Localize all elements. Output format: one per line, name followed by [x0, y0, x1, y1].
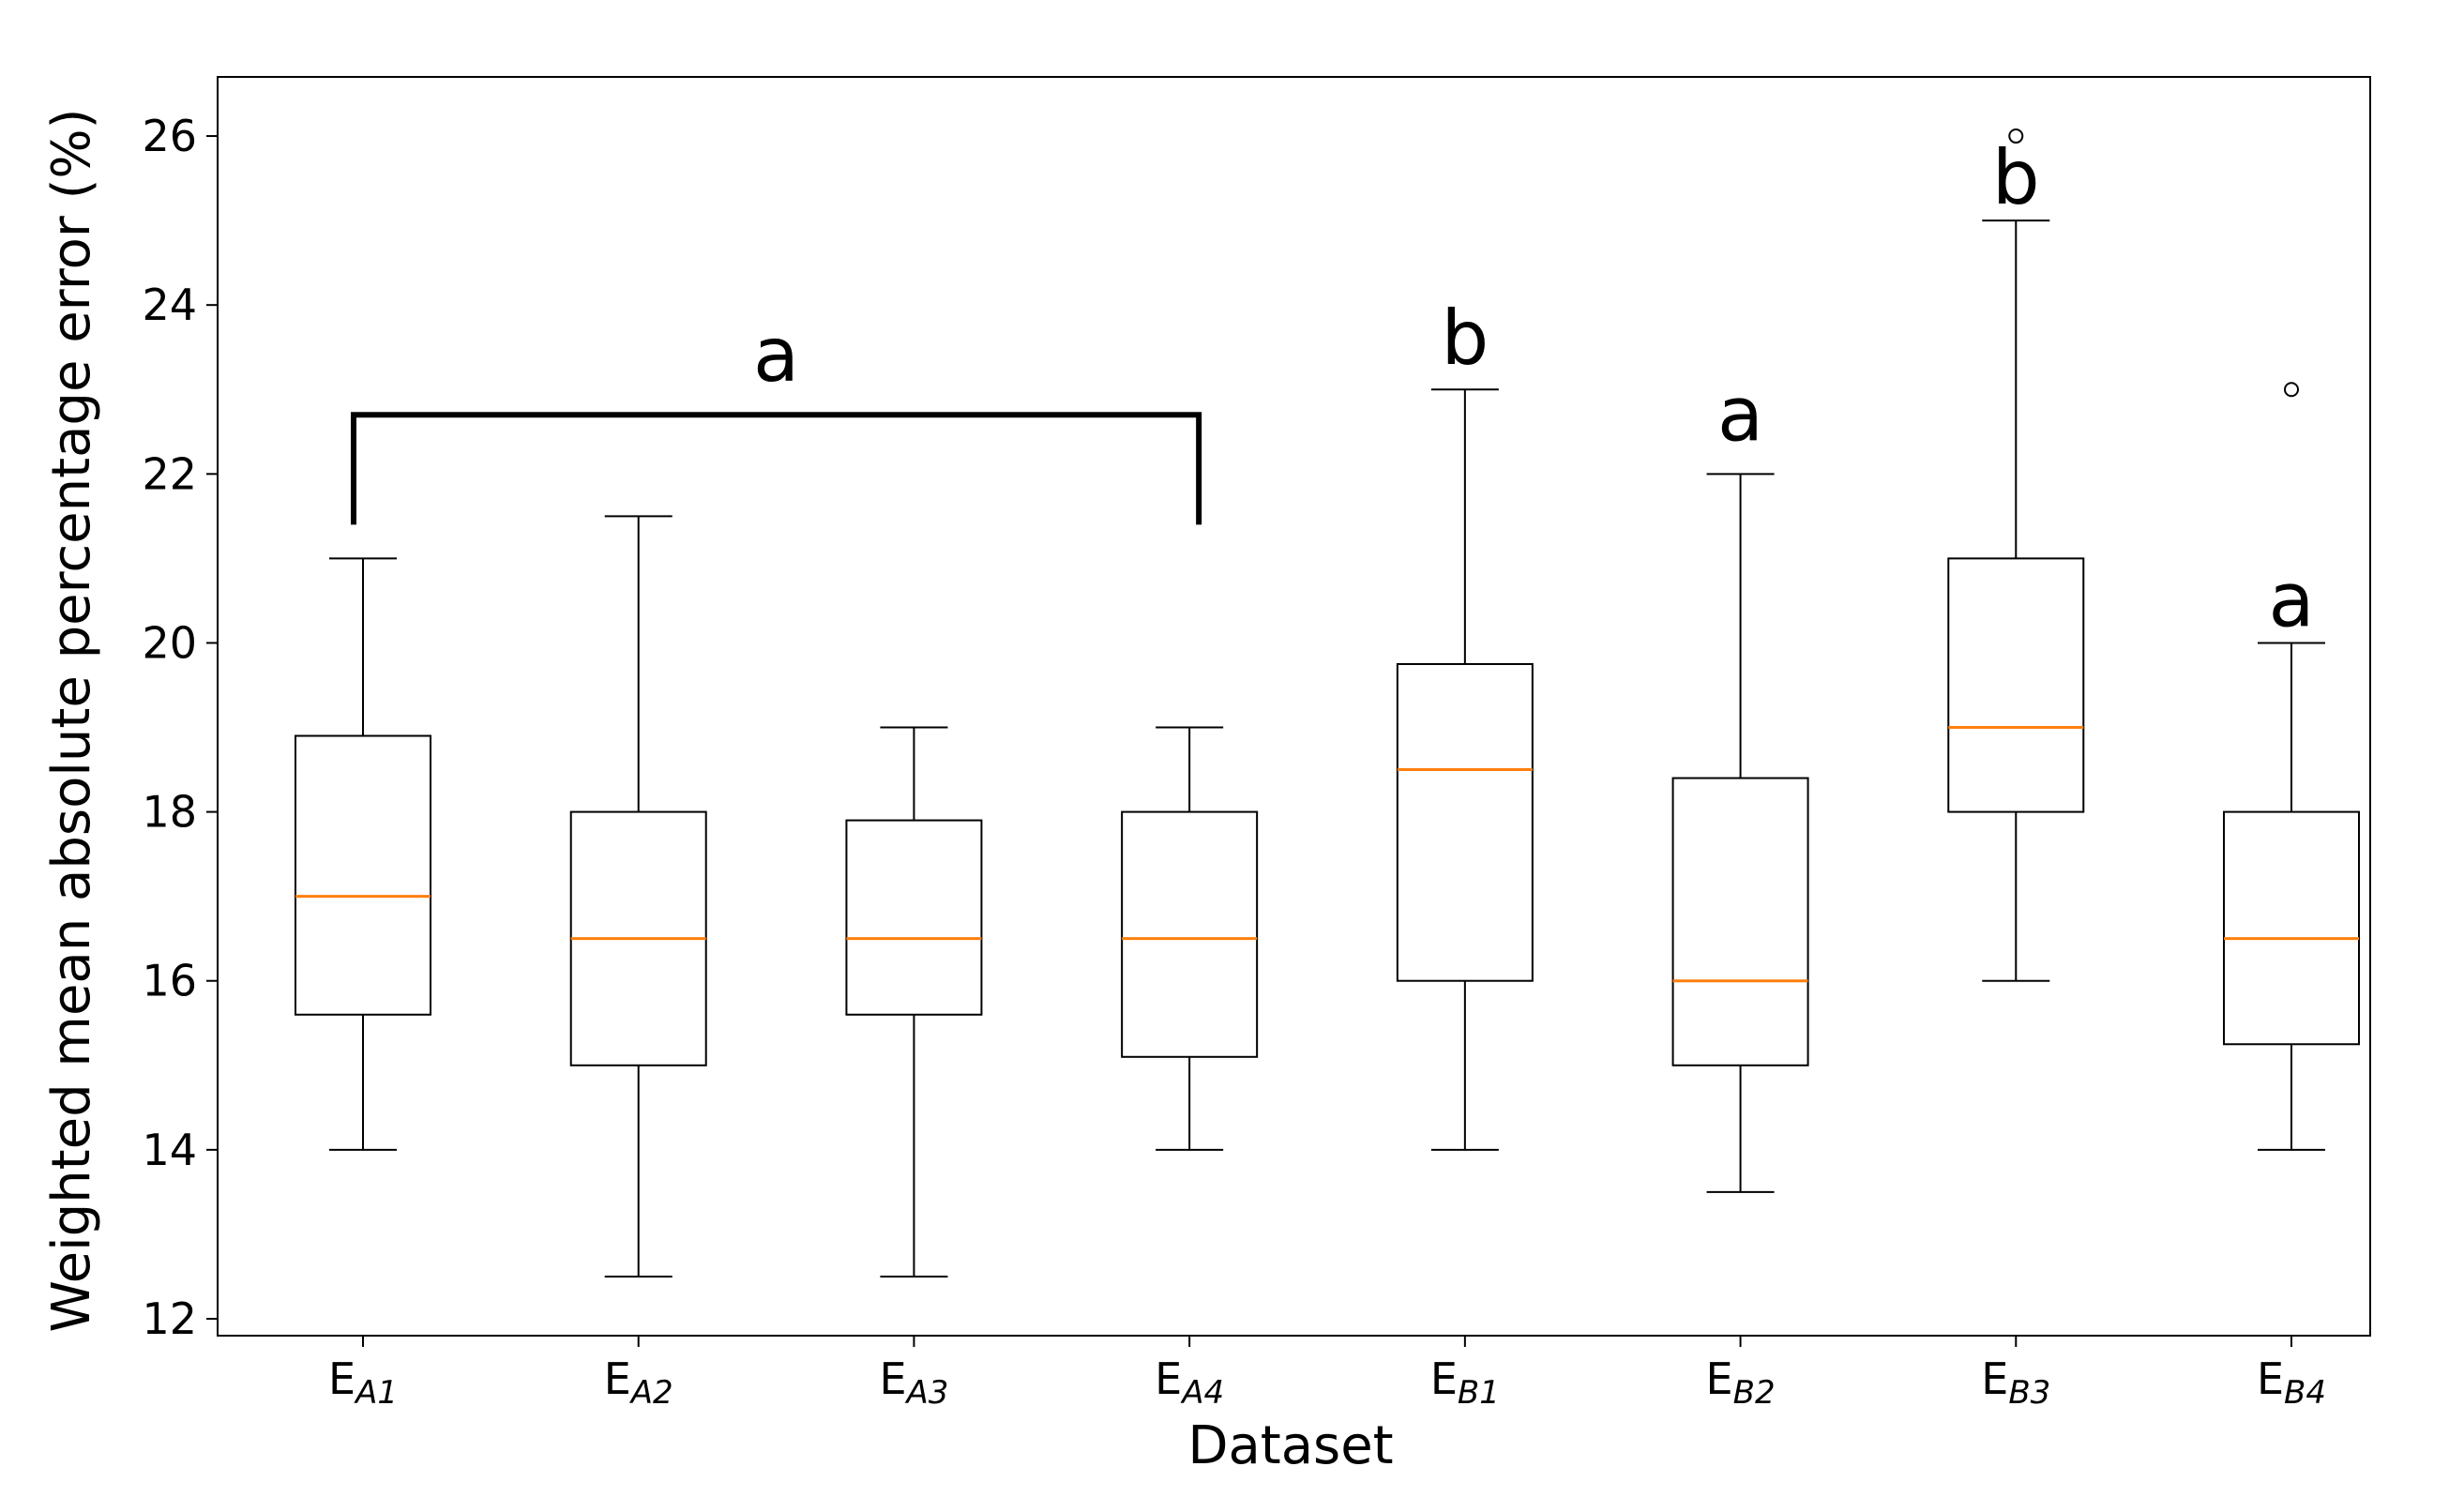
x-tick-label: EB4 — [2257, 1353, 2326, 1412]
box-group — [1671, 473, 1809, 1193]
outlier-point — [2284, 382, 2299, 398]
x-tick-label: EB1 — [1430, 1353, 1500, 1412]
significance-label: b — [1441, 295, 1489, 382]
x-axis-title: Dataset — [1187, 1415, 1393, 1476]
x-tick-label-base: E — [879, 1353, 906, 1404]
box-iqr — [1396, 662, 1534, 982]
x-tick-label-subscript: A4 — [1180, 1374, 1224, 1412]
x-tick-label-subscript: A2 — [629, 1374, 673, 1412]
box-group — [1396, 388, 1534, 1151]
x-tick-label-base: E — [1155, 1353, 1182, 1404]
y-tick-label: 24 — [142, 280, 197, 330]
x-tick-label-base: E — [1981, 1353, 2008, 1404]
box-iqr — [1121, 810, 1259, 1058]
x-tick-label-subscript: B3 — [2008, 1374, 2050, 1412]
box-group — [845, 726, 983, 1278]
y-tick-label: 20 — [142, 617, 197, 668]
y-tick-label: 16 — [142, 956, 197, 1006]
y-tick-label: 26 — [142, 111, 197, 161]
box-group — [1121, 726, 1259, 1151]
box-group — [295, 557, 431, 1151]
x-tick-label-subscript: B2 — [1733, 1374, 1776, 1412]
outlier-point — [2008, 129, 2024, 144]
x-tick-label-base: E — [1706, 1353, 1733, 1404]
y-tick-label: 14 — [142, 1125, 197, 1175]
y-tick-label: 18 — [142, 787, 197, 838]
significance-label: a — [2268, 556, 2314, 643]
x-tick-label-subscript: A3 — [905, 1374, 949, 1412]
x-tick-label: EA1 — [328, 1353, 398, 1412]
box-iqr — [845, 819, 983, 1016]
x-tick-label-base: E — [328, 1353, 355, 1404]
significance-label: b — [1992, 134, 2040, 221]
x-tick-label: EA3 — [879, 1353, 948, 1412]
significance-label: a — [753, 311, 799, 399]
y-axis-title: Weighted mean absolute percentage error … — [41, 109, 102, 1333]
x-tick-label-subscript: A1 — [354, 1374, 398, 1412]
y-tick-label: 22 — [142, 448, 197, 499]
significance-label: a — [1717, 370, 1763, 458]
x-tick-label: EA2 — [604, 1353, 673, 1412]
box-iqr — [1671, 777, 1809, 1066]
box-iqr — [1947, 557, 2085, 813]
plot-frame — [217, 76, 2371, 1337]
box-iqr — [2223, 810, 2360, 1046]
x-tick-label: EB3 — [1981, 1353, 2050, 1412]
box-group — [2223, 382, 2360, 1151]
x-tick-label-base: E — [604, 1353, 631, 1404]
x-tick-label: EA4 — [1155, 1353, 1224, 1412]
x-tick-label-subscript: B4 — [2284, 1374, 2326, 1412]
box-group — [569, 515, 707, 1278]
x-tick-label: EB2 — [1706, 1353, 1776, 1412]
x-tick-label-subscript: B1 — [1458, 1374, 1500, 1412]
x-tick-label-base: E — [1430, 1353, 1458, 1404]
x-tick-label-base: E — [2257, 1353, 2284, 1404]
y-tick-label: 12 — [142, 1293, 197, 1344]
box-group — [1947, 129, 2085, 982]
box-iqr — [295, 734, 431, 1016]
significance-bracket — [351, 412, 1202, 525]
